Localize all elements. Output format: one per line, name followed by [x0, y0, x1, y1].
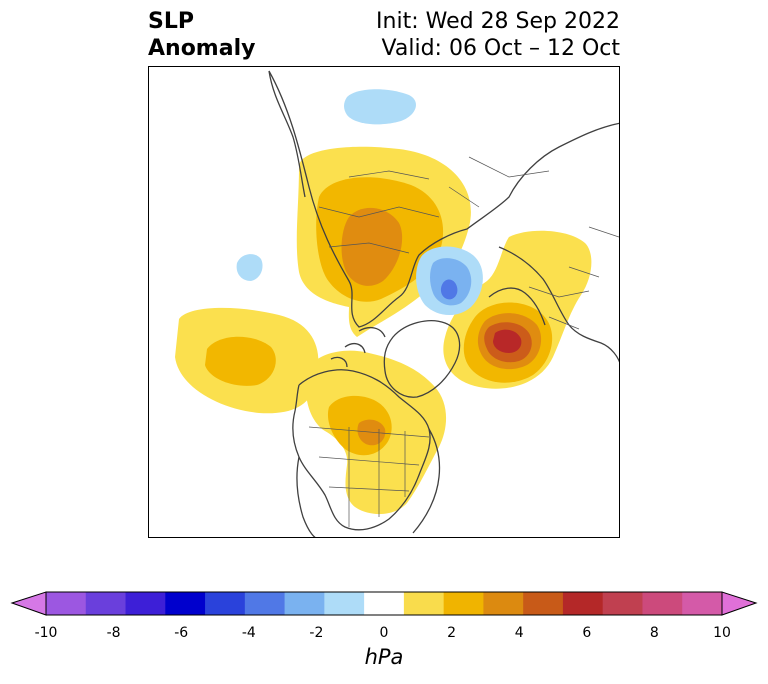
title-line-2: Anomaly [148, 36, 256, 61]
border-lines-europe [528, 226, 619, 330]
us-west-coast [296, 456, 316, 537]
colorbar-segment [483, 592, 524, 615]
colorbar-tick-label: -8 [106, 625, 121, 641]
colorbar-high-extend [721, 591, 758, 616]
colorbar-segment [403, 592, 445, 615]
colorbar-tick-label: -10 [34, 625, 58, 641]
colorbar-tick-label: 6 [582, 625, 592, 641]
colorbar-segment [443, 592, 484, 615]
colorbar-segments [46, 592, 723, 615]
colorbar-tick-label: -4 [241, 625, 256, 641]
colorbar [0, 585, 768, 625]
colorbar-segment [523, 592, 564, 615]
colorbar-segment [85, 592, 127, 615]
colorbar-segment [165, 592, 206, 615]
colorbar-tick-label: -2 [309, 625, 324, 641]
scandinavia-coast [488, 287, 546, 326]
anomaly-fills [175, 89, 592, 515]
colorbar-segment [364, 592, 405, 615]
colorbar-segment [642, 592, 683, 615]
init-date: Init: Wed 28 Sep 2022 [376, 9, 620, 34]
colorbar-low-extend [10, 591, 47, 616]
colorbar-segment [205, 592, 246, 615]
init-valid-info: Init: Wed 28 Sep 2022 Valid: 06 Oct – 12… [376, 8, 620, 62]
colorbar-unit-label: hPa [364, 645, 404, 669]
colorbar-segment [284, 592, 325, 615]
north-america-coast [292, 369, 431, 531]
title-line-1: SLP [148, 9, 194, 34]
us-east-coast [412, 428, 441, 534]
arctic-islands [330, 326, 386, 368]
colorbar-tick-label: 0 [379, 625, 389, 641]
siberian-high-core [341, 207, 403, 286]
pacific-high-core [205, 336, 276, 386]
eurasia-coast [268, 70, 619, 328]
pacific-low-anomaly [236, 254, 263, 281]
colorbar-tick-label: -6 [174, 625, 189, 641]
colorbar-outline [45, 591, 723, 616]
colorbar-segment [46, 592, 87, 615]
border-lines-north-america [308, 426, 430, 527]
map-title: SLP Anomaly [148, 8, 255, 62]
colorbar-tick-label: 4 [514, 625, 524, 641]
border-lines-asia [318, 156, 550, 254]
colorbar-segment [682, 592, 723, 615]
colorbar-segment [324, 592, 365, 615]
political-borders [308, 156, 619, 527]
colorbar-segment [562, 592, 604, 615]
slp-anomaly-map [148, 66, 620, 538]
colorbar-tick-label: 2 [447, 625, 457, 641]
valid-range: Valid: 06 Oct – 12 Oct [381, 36, 620, 61]
colorbar-segment [244, 592, 286, 615]
greenland-coast [383, 320, 461, 398]
colorbar-svg [10, 591, 758, 616]
colorbar-tick-label: 8 [649, 625, 659, 641]
atlantic-high-core [493, 329, 522, 353]
colorbar-tick-label: 10 [713, 625, 731, 641]
colorbar-segment [602, 592, 643, 615]
map-svg [175, 70, 619, 537]
arctic-low-core [440, 279, 458, 300]
eurasia-low-anomaly [344, 89, 416, 125]
colorbar-segment [125, 592, 166, 615]
asia-east-coast [268, 70, 306, 198]
